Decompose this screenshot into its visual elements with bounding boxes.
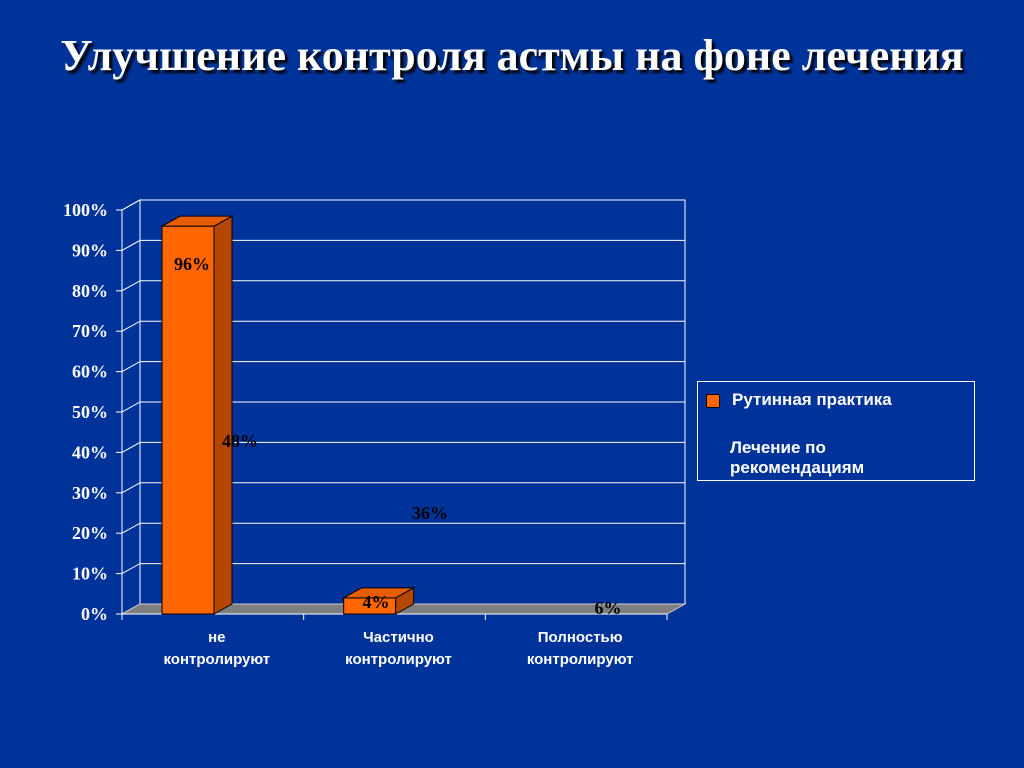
grid-line [121,441,685,453]
category-label: не [208,629,225,646]
category-label: контролируют [345,651,452,668]
y-tick-label: 80% [72,281,108,301]
legend: Рутинная практика Лечение по рекомендаци… [697,381,975,481]
slide-title: Улучшение контроля астмы на фоне лечения [60,31,964,80]
y-tick-label: 0% [81,604,108,624]
y-tick-label: 40% [72,442,108,462]
grid-line [121,361,685,373]
legend-label: Рутинная практика [732,390,892,409]
legend-swatch-recommended [706,442,718,454]
legend-label: Лечение по рекомендациям [730,438,865,477]
category-labels: не контролируют Частично контролируют Полнос… [163,629,633,668]
category-label: контролируют [527,651,634,668]
bar-front [161,225,215,615]
bar [160,215,234,615]
grid-line [121,239,685,251]
y-tick-label: 70% [72,321,108,341]
grid-line [121,522,685,534]
grid-line [121,563,685,575]
grid-line [121,401,685,413]
bar-top [160,215,234,227]
legend-item-recommended: Лечение по рекомендациям [706,438,940,478]
grid-line [121,199,685,211]
legend-item-routine: Рутинная практика [706,390,892,410]
grid-line [121,320,685,332]
data-label: 4% [363,592,390,612]
grid-lines [121,199,685,575]
y-tick-label: 10% [72,564,108,584]
y-tick-labels: 0% 10% 20% 30% 40% 50% 60% 70% 80% 90% 100% [63,200,108,624]
bar-top [341,587,416,599]
legend-swatch-routine [706,394,720,408]
category-label: контролируют [163,651,270,668]
bar [341,586,416,615]
grid-line [121,482,685,494]
y-tick-label: 90% [72,240,108,260]
bars [160,215,416,615]
y-tick-label: 50% [72,402,108,422]
y-tick-label: 100% [63,200,108,220]
y-tick-label: 60% [72,362,108,382]
category-label: Частично [363,629,434,646]
data-label: 96% [174,254,210,274]
data-labels: 96% 4% 48% 36% 6% [174,254,622,618]
bar-side [213,215,233,615]
category-label: Полностью [538,629,623,646]
data-label: 36% [412,503,448,523]
data-label: 6% [595,598,622,618]
y-tick-label: 30% [72,483,108,503]
y-tick-label: 20% [72,523,108,543]
data-label: 48% [222,431,258,451]
grid-line [121,280,685,292]
